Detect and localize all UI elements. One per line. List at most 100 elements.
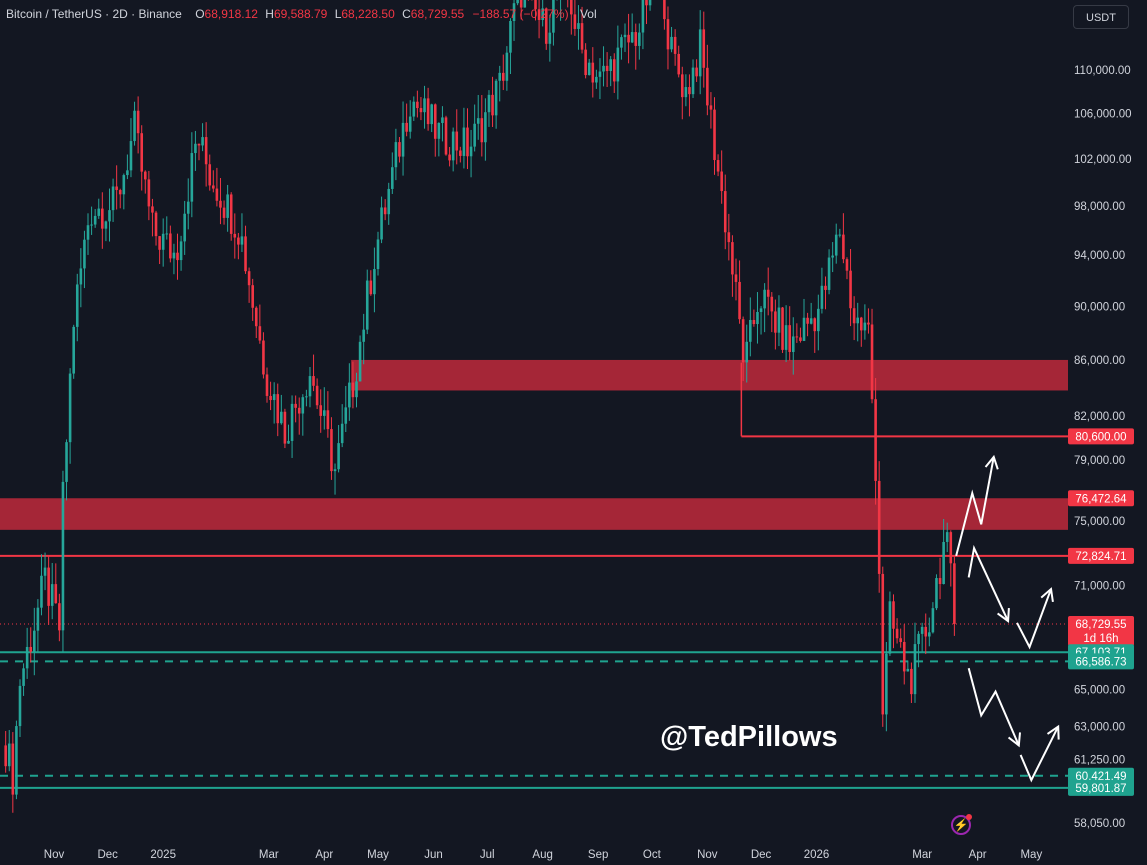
candle-down <box>795 336 799 338</box>
candle-down <box>294 403 297 408</box>
price-tag <box>1068 653 1134 670</box>
time-tick-label: Apr <box>315 849 333 861</box>
candle-down <box>874 399 877 481</box>
price-tag-label: 76,472.64 <box>1075 493 1127 505</box>
candle-up <box>587 62 591 76</box>
projection-arrow <box>967 667 1020 746</box>
candle-down <box>570 0 573 15</box>
candle-down <box>147 179 151 207</box>
projection-arrow <box>1019 726 1060 783</box>
candle-up <box>83 239 86 269</box>
candle-down <box>537 9 541 20</box>
candle-down <box>501 72 505 81</box>
candle-up <box>942 541 945 585</box>
time-tick-label: May <box>1020 849 1042 861</box>
candle-down <box>910 668 913 695</box>
candle-down <box>405 122 408 132</box>
time-axis[interactable]: Nov Dec 2025 Mar Apr May Jun Jul Aug Sep Oct Nov Dec… <box>44 849 1043 861</box>
candle-down <box>54 584 58 604</box>
candle-up <box>337 443 340 470</box>
candle-up <box>358 341 362 382</box>
time-tick-label: Nov <box>44 849 65 861</box>
candle-up <box>441 117 444 123</box>
candle-up <box>190 153 194 202</box>
notification-dot <box>966 814 972 820</box>
candle-up <box>65 442 68 482</box>
candle-down <box>727 232 731 243</box>
candle-down <box>158 236 161 250</box>
candle-up <box>670 36 673 50</box>
candle-down <box>845 259 849 271</box>
projection-arrow <box>967 544 1009 622</box>
candle-down <box>265 374 269 396</box>
candle-down <box>892 601 895 629</box>
candle-down <box>459 150 462 156</box>
candle-down <box>859 317 863 331</box>
candle-up <box>201 137 204 146</box>
resistance-zones <box>0 359 1068 530</box>
candle-up <box>541 8 544 20</box>
candle-down <box>634 32 638 46</box>
candle-up <box>272 394 276 401</box>
lightning-icon[interactable]: ⚡ <box>951 814 972 835</box>
candle-up <box>756 312 759 325</box>
candle-up <box>484 112 487 143</box>
candle-down <box>849 270 852 309</box>
candle-down <box>895 628 899 639</box>
candle-up <box>340 423 344 444</box>
candle-up <box>698 29 702 77</box>
low-label: L <box>334 7 342 21</box>
candle-down <box>58 603 61 631</box>
candle-down <box>709 105 713 110</box>
candle-up <box>809 318 813 324</box>
candle-up <box>126 170 129 176</box>
candle-up <box>287 440 290 444</box>
candle-down <box>627 34 630 43</box>
candle-down <box>924 626 928 637</box>
candle-up <box>7 743 11 767</box>
candle-down <box>902 641 906 672</box>
candle-up <box>691 67 695 95</box>
price-axis[interactable]: 110,000.00 106,000.00 102,000.00 98,000.00 9… <box>1074 65 1132 830</box>
candle-up <box>928 632 931 637</box>
candle-down <box>713 109 716 161</box>
candle-up <box>86 225 90 240</box>
currency-button[interactable]: USDT <box>1073 5 1129 29</box>
candle-down <box>680 74 684 98</box>
candle-up <box>885 653 888 715</box>
candle-up <box>620 37 623 48</box>
candle-up <box>630 32 634 43</box>
candle-down <box>881 573 885 715</box>
candle-down <box>29 646 33 652</box>
candle-down <box>734 274 738 282</box>
candle-down <box>799 337 802 341</box>
projection-arrow <box>955 456 995 557</box>
candle-up <box>280 411 283 424</box>
candle-up <box>355 381 358 398</box>
high-label: H <box>265 7 274 21</box>
candle-down <box>766 289 770 297</box>
candle-up <box>108 210 111 222</box>
candle-down <box>208 164 212 186</box>
candle-up <box>548 32 552 44</box>
candle-up <box>623 34 627 38</box>
time-tick-label: Nov <box>697 849 718 861</box>
time-tick-label: Dec <box>751 849 772 861</box>
resistance-zone <box>0 498 1068 530</box>
candle-up <box>104 221 108 229</box>
candle-up <box>423 98 426 113</box>
candle-up <box>512 3 516 21</box>
candle-up <box>290 403 294 441</box>
candle-down <box>645 0 648 6</box>
candle-down <box>140 133 144 172</box>
symbol-title[interactable]: Bitcoin / TetherUS · 2D · Binance <box>6 7 182 21</box>
candle-down <box>47 567 50 606</box>
candle-up <box>494 80 498 116</box>
candle-up <box>595 76 598 83</box>
candle-up <box>194 143 197 154</box>
open-label: O <box>195 7 205 21</box>
candle-up <box>72 326 75 374</box>
candle-down <box>237 237 240 245</box>
candle-up <box>476 118 480 124</box>
